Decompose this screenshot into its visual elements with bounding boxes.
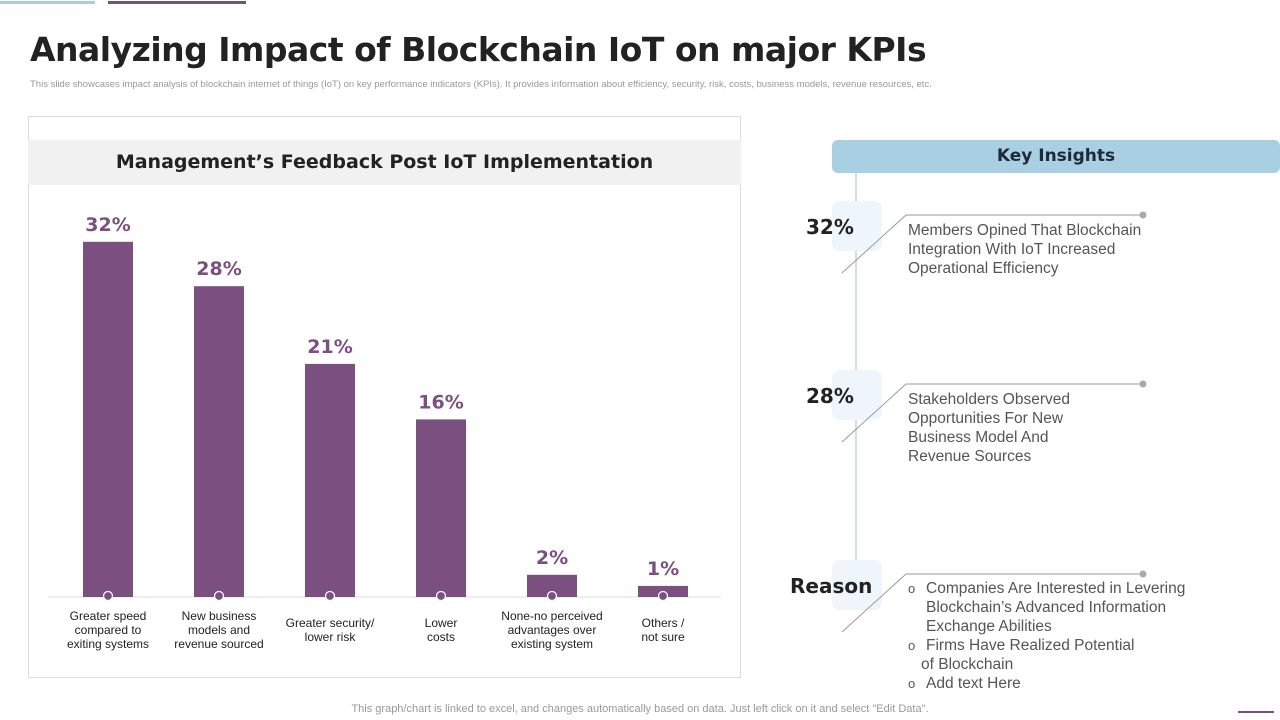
reason-bullet-text: of Blockchain xyxy=(921,656,1014,673)
category-label-line: compared to xyxy=(75,623,142,637)
category-label: Greater speed compared to exiting systems xyxy=(67,609,149,651)
insight-line: Operational Efficiency xyxy=(908,260,1059,277)
data-label: 32% xyxy=(85,214,130,236)
insight-line: Members Opined That Blockchain xyxy=(908,222,1142,239)
category-label: Lower costs xyxy=(425,616,458,644)
category-label: None-no perceived advantages over existing… xyxy=(501,609,602,651)
bottom-accent xyxy=(1238,711,1274,713)
category-label-line: exiting systems xyxy=(67,637,149,651)
chart-panel[interactable] xyxy=(28,116,741,678)
insight-line: Business Model And xyxy=(908,429,1049,446)
insight-percentage: 32% xyxy=(806,215,854,239)
bar[interactable] xyxy=(83,241,133,598)
data-label: 1% xyxy=(647,558,679,580)
insight-line: Revenue Sources xyxy=(908,448,1032,465)
bar-marker xyxy=(102,590,114,602)
connector-line xyxy=(841,380,1147,443)
insight-line: Opportunities For New xyxy=(908,410,1064,427)
chart-title: Management’s Feedback Post IoT Implement… xyxy=(28,140,741,185)
reason-bullet-text: Exchange Abilities xyxy=(926,618,1052,635)
reason-bullet-text: Add text Here xyxy=(926,675,1021,692)
insight-line: Integration With IoT Increased xyxy=(908,241,1116,258)
category-label: Others / not sure xyxy=(641,616,685,644)
insight-line: Stakeholders Observed xyxy=(908,391,1070,408)
bullet-icon: o xyxy=(908,638,916,653)
bar-marker xyxy=(213,590,225,602)
data-label: 28% xyxy=(196,258,241,280)
category-label: New business models and revenue sourced xyxy=(174,609,263,651)
insight-text: Stakeholders Observed Opportunities For N… xyxy=(908,390,1070,466)
connector-line xyxy=(841,211,1147,274)
bar[interactable] xyxy=(416,419,466,597)
page-title: Analyzing Impact of Blockchain IoT on ma… xyxy=(30,30,927,69)
reason-bullet-text: Firms Have Realized Potential xyxy=(926,637,1135,654)
top-accent-teal xyxy=(0,1,95,4)
category-label-line: lower risk xyxy=(305,630,357,644)
pct-tile xyxy=(832,201,882,251)
category-label-line: models and xyxy=(188,623,250,637)
category-label-line: None-no perceived xyxy=(501,609,602,623)
connector-line xyxy=(841,570,1147,633)
category-label-line: Others / xyxy=(642,616,685,630)
category-label-line: Lower xyxy=(425,616,458,630)
reason-bullet-text: Companies Are Interested in Levering xyxy=(926,580,1186,597)
bar[interactable] xyxy=(527,574,577,597)
category-label-line: revenue sourced xyxy=(174,637,263,651)
category-label-line: New business xyxy=(182,609,257,623)
data-label: 2% xyxy=(536,547,568,569)
category-label: Greater security/lower risk xyxy=(286,616,375,644)
insight-percentage: 28% xyxy=(806,384,854,408)
insight-text: Members Opined That Blockchain Integratio… xyxy=(908,221,1141,278)
data-label: 16% xyxy=(418,391,463,413)
bar-marker xyxy=(435,590,447,602)
category-label-line: costs xyxy=(427,630,455,644)
category-label-line: not sure xyxy=(641,630,685,644)
page-subtitle: This slide showcases impact analysis of … xyxy=(30,79,932,90)
category-label-line: Greater speed xyxy=(70,609,147,623)
reason-label: Reason xyxy=(790,574,873,598)
bullet-icon: o xyxy=(908,676,916,691)
bar-marker xyxy=(324,590,336,602)
bar[interactable] xyxy=(305,363,355,597)
category-label-line: advantages over xyxy=(508,623,597,637)
category-label-line: Greater security/ xyxy=(286,616,375,630)
category-label-line: existing system xyxy=(511,637,593,651)
bar-marker xyxy=(657,590,669,602)
key-insights-header: Key Insights xyxy=(832,140,1280,173)
bar-marker xyxy=(546,590,558,602)
footer-note: This graph/chart is linked to excel, and… xyxy=(351,703,929,715)
data-label: 21% xyxy=(307,336,352,358)
reason-bullet-text: Blockchain’s Advanced Information xyxy=(926,599,1167,616)
top-accent-purple xyxy=(108,1,246,4)
reason-tile xyxy=(832,560,882,610)
bullet-icon: o xyxy=(908,581,916,596)
bar-chart[interactable]: 32% Greater speed compared to exiting syste… xyxy=(28,185,741,665)
bar[interactable] xyxy=(194,286,244,597)
pct-tile xyxy=(832,370,882,420)
